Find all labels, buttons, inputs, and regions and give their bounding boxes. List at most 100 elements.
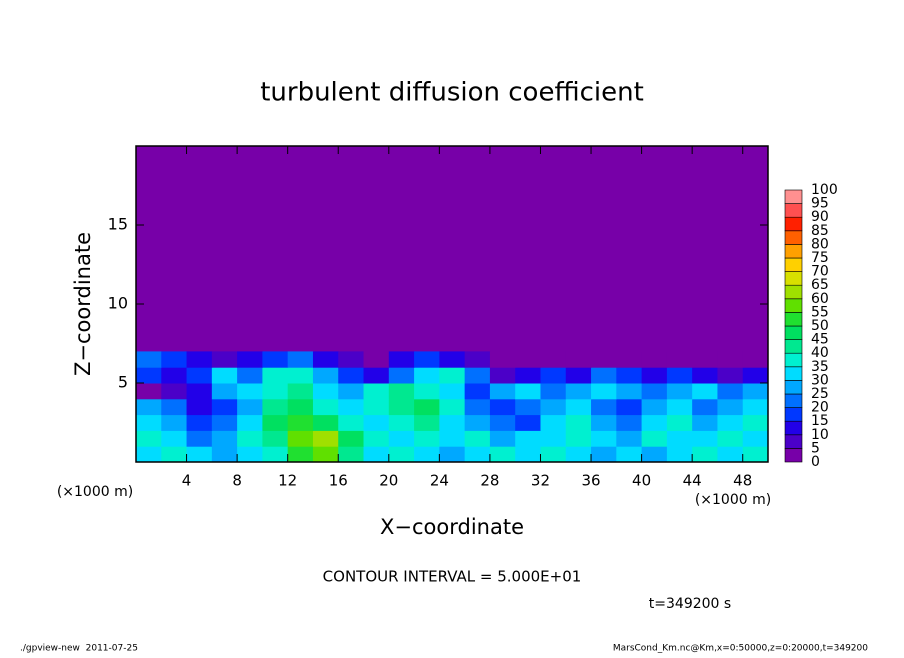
x-tick-label: 32	[531, 472, 550, 490]
cell	[338, 398, 365, 416]
colorbar-box	[784, 448, 803, 463]
cell	[363, 430, 390, 447]
cell	[388, 446, 415, 463]
cell	[388, 367, 415, 384]
cell	[616, 351, 643, 368]
cell	[717, 398, 744, 416]
cell	[237, 430, 263, 447]
cell	[565, 446, 592, 463]
cell	[464, 446, 491, 463]
colorbar-label: 0	[811, 454, 820, 470]
cell	[287, 383, 314, 400]
colorbar-box	[784, 312, 803, 327]
cell	[641, 446, 668, 463]
cell	[262, 446, 289, 463]
cell	[540, 383, 567, 400]
cell	[363, 398, 390, 416]
cell	[237, 383, 263, 400]
cell	[338, 351, 365, 368]
cell	[717, 383, 744, 400]
cell	[565, 351, 592, 368]
cell	[262, 398, 289, 416]
cell	[717, 351, 744, 368]
cell	[692, 414, 718, 431]
colorbar-box	[784, 257, 803, 272]
cell	[136, 414, 162, 431]
cell	[414, 351, 440, 368]
cell	[211, 430, 238, 447]
y-tick-label: 5	[118, 373, 128, 392]
cell	[363, 383, 390, 400]
cell	[489, 446, 516, 463]
colorbar-box	[784, 216, 803, 232]
cell	[237, 398, 263, 416]
cell	[591, 383, 617, 400]
cell	[136, 383, 162, 400]
cell	[262, 383, 289, 400]
colorbar-label: 20	[811, 400, 829, 416]
cell	[616, 367, 643, 384]
cell	[338, 430, 365, 447]
cell	[388, 351, 415, 368]
colorbar-label: 5	[811, 440, 820, 456]
colorbar-box	[784, 393, 803, 408]
cell	[211, 367, 238, 384]
colorbar-label: 60	[811, 291, 829, 307]
x-tick-label: 8	[232, 472, 242, 490]
colorbar-label: 45	[811, 332, 829, 348]
cell	[363, 446, 390, 463]
cell	[515, 446, 541, 463]
cell	[287, 351, 314, 368]
x-tick-label: 24	[430, 472, 449, 490]
cell	[540, 414, 567, 431]
x-tick-label: 20	[379, 472, 398, 490]
cell	[414, 383, 440, 400]
cell	[338, 414, 365, 431]
cell	[591, 398, 617, 416]
cell	[287, 398, 314, 416]
cell	[186, 414, 213, 431]
cell	[641, 351, 668, 368]
cell	[666, 383, 693, 400]
x-tick-label: 44	[683, 472, 702, 490]
cell	[312, 351, 339, 368]
cell	[414, 446, 440, 463]
cell	[717, 430, 744, 447]
cell	[439, 367, 466, 384]
cell	[161, 446, 188, 463]
x-tick-label: 12	[278, 472, 297, 490]
chart-title: turbulent diffusion coefficient	[260, 78, 644, 108]
x-tick-label: 36	[581, 472, 600, 490]
colorbar-box	[784, 420, 803, 436]
colorbar-label: 25	[811, 386, 829, 402]
cell	[666, 430, 693, 447]
cell	[515, 430, 541, 447]
cell	[211, 446, 238, 463]
y-units: (×1000 m)	[57, 484, 133, 500]
cell	[692, 367, 718, 384]
cell	[515, 367, 541, 384]
colorbar-box	[784, 352, 803, 368]
colorbar-label: 70	[811, 264, 829, 280]
cell	[136, 446, 162, 463]
cell	[717, 446, 744, 463]
cell	[186, 446, 213, 463]
cell	[666, 398, 693, 416]
colorbar-label: 55	[811, 304, 829, 320]
cell	[211, 351, 238, 368]
x-units: (×1000 m)	[695, 492, 771, 508]
cell	[591, 446, 617, 463]
cell	[388, 398, 415, 416]
cell	[540, 446, 567, 463]
cell	[312, 398, 339, 416]
cell	[414, 414, 440, 431]
cell	[692, 383, 718, 400]
cell	[211, 414, 238, 431]
cell	[237, 414, 263, 431]
cell	[414, 367, 440, 384]
cell	[464, 367, 491, 384]
cell	[515, 414, 541, 431]
colorbar-label: 80	[811, 236, 829, 252]
cell	[439, 414, 466, 431]
cell	[489, 351, 516, 368]
